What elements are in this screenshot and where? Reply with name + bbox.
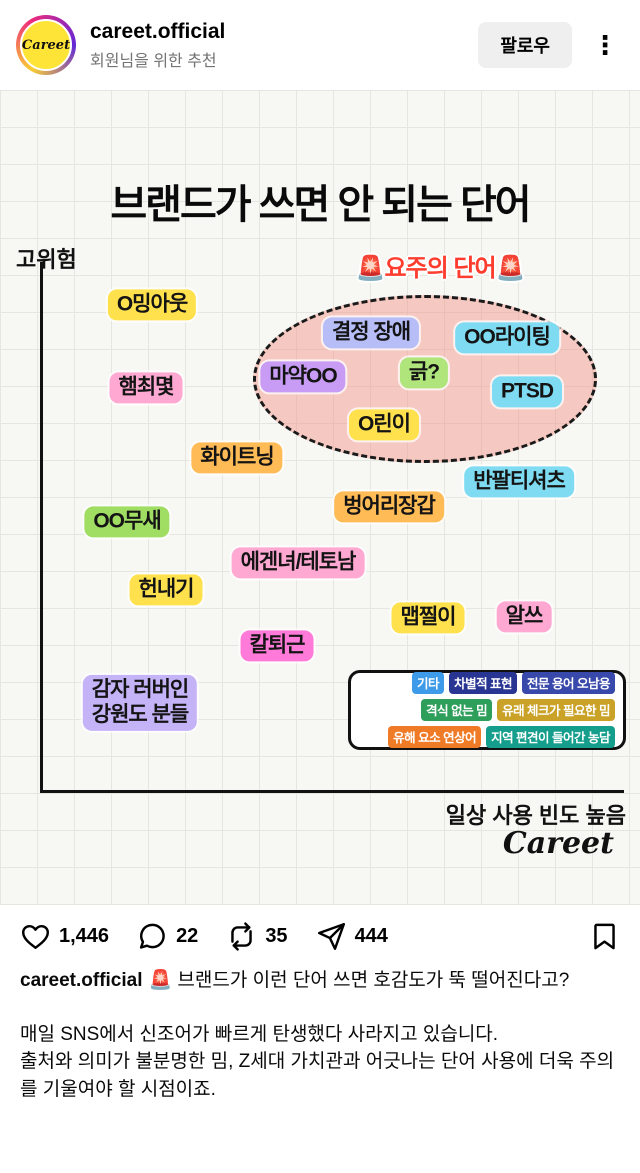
bookmark-group	[589, 921, 620, 952]
header-text: careet.official 회원님을 위한 추천	[90, 19, 464, 71]
word-chip: 햄최몇	[109, 372, 183, 404]
paper-plane-icon[interactable]	[316, 921, 347, 952]
word-chip: OO라이팅	[455, 322, 559, 354]
chart-title: 브랜드가 쓰면 안 되는 단어	[110, 183, 531, 227]
word-chip: OO무새	[84, 506, 170, 538]
word-chip: 마약OO	[260, 361, 346, 393]
legend-chip: 유래 체크가 필요한 밈	[497, 699, 615, 721]
word-chip: 감자 러버인 강원도 분들	[82, 674, 198, 732]
comment-group: 22	[137, 921, 198, 952]
y-axis-line	[40, 262, 43, 790]
legend-chip: 격식 없는 밈	[421, 699, 493, 721]
post-body-text: 매일 SNS에서 신조어가 빠르게 탄생했다 사라지고 있습니다. 출처와 의미…	[20, 1023, 615, 1100]
username[interactable]: careet.official	[90, 19, 226, 43]
word-chip: 맵찔이	[391, 602, 465, 634]
brand-signature: Careet	[502, 826, 614, 861]
avatar[interactable]: Careet	[16, 15, 76, 75]
word-chip: 벙어리장갑	[334, 491, 444, 523]
repost-arrows-icon[interactable]	[226, 921, 257, 952]
word-chip: 결정 장애	[322, 317, 420, 349]
word-chip: 헌내기	[129, 574, 203, 606]
legend-chip: 전문 용어 오남용	[522, 672, 615, 694]
legend-chip: 기타	[412, 672, 445, 694]
repost-group: 35	[226, 921, 288, 952]
legend-row: 유해 요소 연상어 지역 편견이 들어간 농담	[359, 726, 615, 748]
legend-chip: 지역 편견이 들어간 농담	[486, 726, 615, 748]
word-chip: 긁?	[399, 357, 449, 389]
word-chip: O린이	[349, 409, 419, 441]
word-chip: 화이트닝	[191, 442, 283, 474]
word-chip: PTSD	[491, 376, 563, 408]
x-axis-label: 일상 사용 빈도 높음	[445, 803, 626, 828]
word-chip: 알쓰	[496, 601, 552, 633]
word-chip: 반팔티셔츠	[464, 466, 574, 498]
legend-row: 기타 차별적 표현 전문 용어 오남용	[359, 672, 615, 694]
caption-username[interactable]: careet.official	[20, 970, 143, 991]
avatar-logo: Careet	[20, 19, 72, 71]
caption-text: 🚨 브랜드가 이런 단어 쓰면 호감도가 뚝 떨어진다고?	[148, 970, 570, 991]
legend-chip: 유해 요소 연상어	[388, 726, 482, 748]
word-chip: 에겐녀/테토남	[231, 547, 365, 579]
legend-chip: 차별적 표현	[449, 672, 518, 694]
kebab-menu-icon[interactable]: ⋮	[592, 30, 618, 60]
y-axis-label: 고위험	[16, 247, 77, 272]
caption: careet.official 🚨 브랜드가 이런 단어 쓰면 호감도가 뚝 떨어…	[0, 958, 640, 995]
repost-count: 35	[265, 925, 288, 947]
recommendation-subtitle: 회원님을 위한 추천	[90, 53, 217, 71]
bookmark-icon[interactable]	[589, 921, 620, 952]
share-group: 444	[316, 921, 388, 952]
warning-cluster-label: 🚨요주의 단어🚨	[355, 255, 526, 282]
word-chip: 칼퇴근	[240, 630, 314, 662]
x-axis-line	[40, 790, 624, 793]
legend-row: 격식 없는 밈 유래 체크가 필요한 밈	[359, 699, 615, 721]
heart-icon[interactable]	[20, 921, 51, 952]
share-count: 444	[354, 925, 388, 947]
action-bar: 1,446 22 35 444	[0, 905, 640, 958]
word-chip: O밍아웃	[107, 289, 197, 321]
like-group: 1,446	[20, 921, 109, 952]
follow-button[interactable]: 팔로우	[478, 22, 572, 68]
like-count: 1,446	[59, 925, 110, 947]
comment-count: 22	[176, 925, 199, 947]
post-header: Careet careet.official 회원님을 위한 추천 팔로우 ⋮	[0, 0, 640, 90]
comment-bubble-icon[interactable]	[137, 921, 168, 952]
